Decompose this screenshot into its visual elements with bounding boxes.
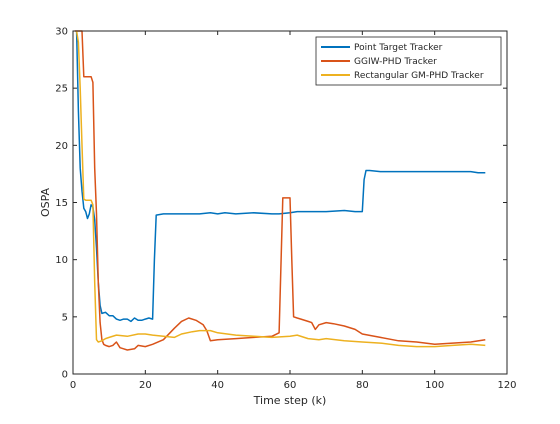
y-tick-label: 5 — [62, 312, 68, 323]
x-axis-label: Time step (k) — [253, 394, 327, 407]
y-tick-label: 10 — [55, 255, 68, 266]
y-tick-label: 30 — [55, 27, 68, 38]
legend: Point Target Tracker GGIW-PHD Tracker Rect… — [315, 36, 502, 86]
x-tick-label: 60 — [284, 380, 297, 391]
tick-layer: 0 20 40 60 80 100 120 0 5 10 15 20 25 30 — [55, 27, 516, 392]
series-line-1 — [75, 30, 486, 323]
x-tick-label: 40 — [211, 380, 224, 391]
y-axis-label: OSPA — [39, 187, 52, 217]
y-tick-label: 25 — [55, 84, 68, 95]
x-tick-label: 0 — [70, 380, 76, 391]
x-tick-label: 120 — [497, 380, 516, 391]
legend-entry-3: Rectangular GM-PHD Tracker — [354, 71, 484, 81]
legend-entry-2: GGIW-PHD Tracker — [354, 57, 437, 67]
series-layer — [74, 30, 486, 351]
x-tick-label: 100 — [425, 380, 444, 391]
y-tick-label: 15 — [55, 198, 68, 209]
x-tick-label: 20 — [139, 380, 152, 391]
x-tick-label: 80 — [356, 380, 369, 391]
series-line-2 — [74, 30, 486, 351]
y-tick-label: 0 — [62, 370, 68, 381]
y-tick-label: 20 — [55, 141, 68, 152]
legend-entry-1: Point Target Tracker — [354, 43, 443, 53]
series-line-3 — [75, 30, 486, 348]
